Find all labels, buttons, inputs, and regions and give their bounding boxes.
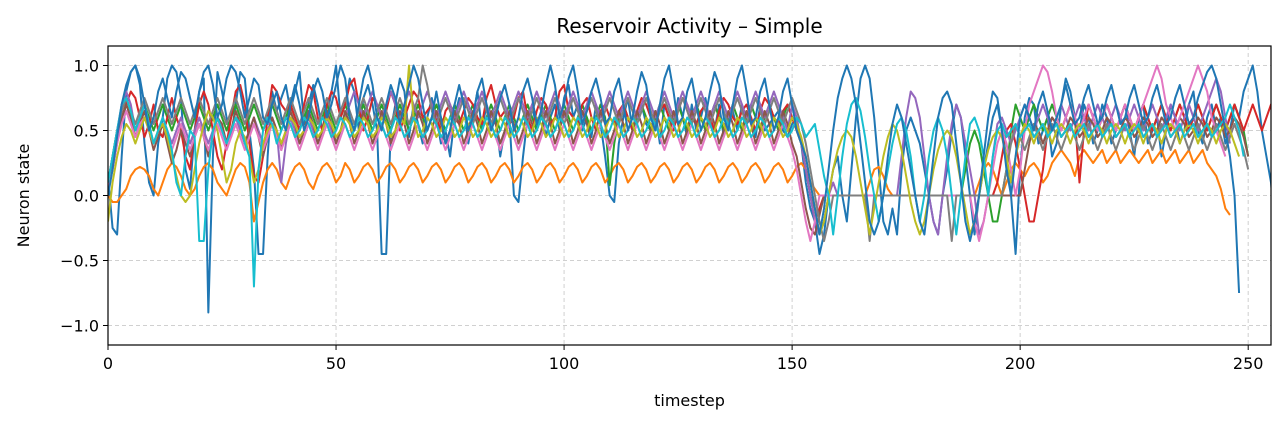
x-tick-label: 250 xyxy=(1233,354,1264,373)
y-tick-label: 0.0 xyxy=(74,187,99,206)
axis-ticks: 0 50 100 150 200 250 −1.0 −0.5 0.0 0.5 1.0 xyxy=(60,57,1263,374)
x-axis-label: timestep xyxy=(654,391,725,410)
series-line-11 xyxy=(108,64,1241,294)
y-tick-label: −1.0 xyxy=(60,317,99,336)
x-tick-label: 200 xyxy=(1005,354,1036,373)
series-line-5 xyxy=(108,77,1231,236)
x-tick-label: 100 xyxy=(549,354,580,373)
x-tick-label: 150 xyxy=(777,354,808,373)
series-line-9 xyxy=(108,64,1241,236)
series-line-10 xyxy=(108,97,1245,288)
x-tick-label: 50 xyxy=(326,354,346,373)
chart-title: Reservoir Activity – Simple xyxy=(556,14,822,38)
x-tick-label: 0 xyxy=(103,354,113,373)
y-tick-label: −0.5 xyxy=(60,252,99,271)
series-line-8 xyxy=(108,64,1250,242)
y-tick-label: 0.5 xyxy=(74,122,99,141)
series-group xyxy=(108,64,1271,314)
series-line-2 xyxy=(108,149,1231,223)
y-tick-label: 1.0 xyxy=(74,57,99,76)
grid xyxy=(107,46,1271,345)
series-line-1 xyxy=(108,64,1271,314)
y-axis-label: Neuron state xyxy=(14,144,33,248)
